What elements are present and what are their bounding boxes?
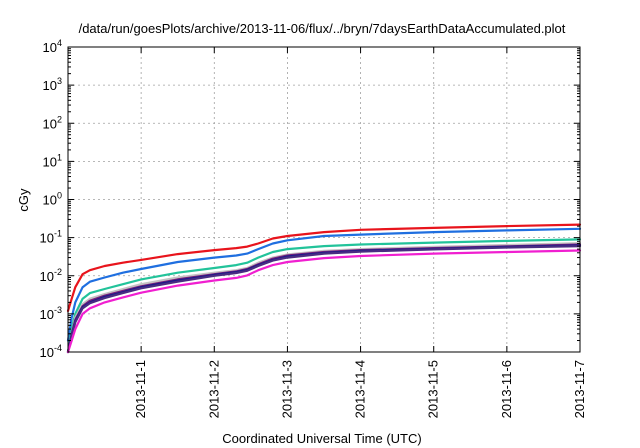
series-line [66,249,582,354]
y-tick-exponent: 2 [57,114,62,124]
y-tick-exponent: -4 [54,343,62,353]
y-tick-exponent: 4 [57,38,62,48]
axis-ticks [68,46,581,353]
x-tick-label: 2013-11-4 [353,360,368,418]
x-tick-label: 2013-11-6 [499,360,514,418]
x-tick-labels: 2013-11-1 2013-11-2 2013-11-3 2013-11-4 2013… [133,360,587,418]
x-tick-label: 2013-11-5 [426,360,441,418]
x-tick-label: 2013-11-2 [206,360,221,418]
x-tick-label: 2013-11-1 [133,360,148,418]
series-line [66,245,582,354]
y-tick-exponent: -2 [54,267,62,277]
x-axis-label: Coordinated Universal Time (UTC) [222,431,421,446]
y-tick-exponent: -1 [54,229,62,239]
grid [68,47,580,352]
y-tick-exponent: 1 [57,152,62,162]
x-tick-label: 2013-11-7 [572,360,587,418]
y-tick-exponent: -3 [54,305,62,315]
y-tick-exponent: 0 [57,191,62,201]
y-tick-exponent: 3 [57,76,62,86]
chart-title: /data/run/goesPlots/archive/2013-11-06/f… [79,21,566,36]
series-line [66,227,582,342]
y-axis-label: cGy [16,188,31,212]
series-group [66,223,582,354]
series-line [66,238,582,354]
x-tick-label: 2013-11-3 [279,360,294,418]
series-line [66,223,582,312]
